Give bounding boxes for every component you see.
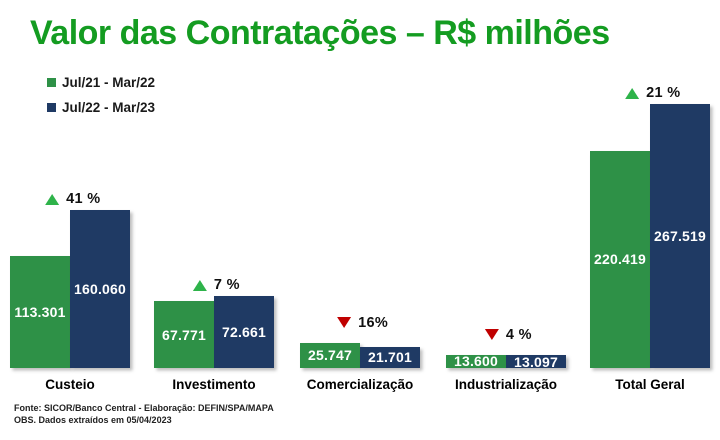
legend-swatch-navy-icon (47, 103, 56, 112)
bar-value-label: 67.771 (161, 326, 207, 343)
bar-navy: 21.701 (360, 346, 420, 368)
bar-green: 220.419 (590, 150, 650, 368)
bar-green: 113.301 (10, 256, 70, 368)
triangle-up-icon (45, 193, 60, 205)
category-label: Total Geral (615, 377, 685, 392)
bar-green: 67.771 (154, 301, 214, 368)
triangle-up-icon (192, 279, 207, 291)
bar-value-label: 220.419 (593, 251, 646, 268)
legend-swatch-green-icon (47, 78, 56, 87)
bar-value-label: 72.661 (221, 324, 267, 341)
bar-value-label: 13.600 (453, 353, 499, 370)
bar-navy: 267.519 (650, 104, 710, 368)
triangle-up-icon (625, 87, 640, 99)
category-label: Industrialização (454, 377, 558, 392)
legend-item-jul22-mar23: Jul/22 - Mar/23 (47, 95, 155, 120)
change-annotation: 7 % (192, 277, 240, 294)
bar-green: 25.747 (300, 342, 360, 368)
legend-label: Jul/22 - Mar/23 (62, 100, 156, 115)
change-annotation: 4 % (484, 326, 532, 343)
bar-value-label: 13.097 (513, 353, 559, 370)
triangle-down-icon (337, 317, 352, 329)
percent-label: 21 % (646, 85, 681, 101)
source-note: Fonte: SICOR/Banco Central - Elaboração:… (14, 402, 274, 426)
legend: Jul/21 - Mar/22 Jul/22 - Mar/23 (47, 70, 155, 120)
bar-navy: 13.097 (506, 353, 566, 370)
change-annotation: 21 % (625, 85, 680, 101)
chart-title: Valor das Contratações – R$ milhões (30, 14, 610, 52)
percent-label: 41 % (66, 191, 101, 207)
percent-label: 16% (358, 314, 389, 331)
category-label: Investimento (172, 377, 256, 392)
change-annotation: 16% (337, 315, 388, 331)
triangle-down-icon (484, 329, 499, 341)
category-label: Custeio (45, 377, 95, 392)
bar-value-label: 21.701 (367, 349, 413, 366)
bar-value-label: 113.301 (14, 304, 66, 321)
bar-navy: 160.060 (70, 210, 130, 368)
legend-item-jul21-mar22: Jul/21 - Mar/22 (47, 70, 155, 95)
category-label: Comercialização (306, 377, 414, 392)
bar-green: 13.600 (446, 353, 506, 370)
bar-value-label: 25.747 (307, 347, 353, 364)
bar-navy: 72.661 (214, 296, 274, 368)
bar-value-label: 267.519 (653, 228, 706, 244)
source-line: Fonte: SICOR/Banco Central - Elaboração:… (14, 403, 274, 413)
percent-label: 7 % (213, 277, 240, 294)
change-annotation: 41 % (45, 191, 100, 207)
bar-value-label: 160.060 (73, 281, 126, 297)
obs-line: OBS. Dados extraídos em 05/04/2023 (14, 415, 172, 425)
percent-label: 4 % (505, 326, 532, 343)
legend-label: Jul/21 - Mar/22 (62, 75, 156, 90)
